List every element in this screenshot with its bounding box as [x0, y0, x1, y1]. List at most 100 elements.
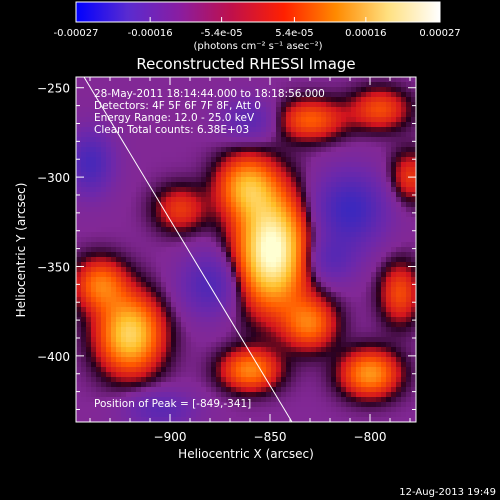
heatmap-cell — [296, 97, 302, 103]
heatmap-cell — [286, 172, 292, 178]
heatmap-cell — [126, 367, 132, 373]
heatmap-cell — [246, 162, 252, 168]
heatmap-cell — [306, 92, 312, 98]
heatmap-cell — [411, 107, 416, 113]
heatmap-cell — [206, 87, 212, 93]
heatmap-cell — [201, 237, 207, 243]
heatmap-cell — [86, 127, 92, 133]
heatmap-cell — [201, 137, 207, 143]
heatmap-cell — [381, 337, 387, 343]
heatmap-cell — [201, 387, 207, 393]
heatmap-cell — [376, 382, 382, 388]
heatmap-cell — [376, 177, 382, 183]
heatmap-cell — [226, 392, 232, 398]
heatmap-cell — [291, 327, 297, 333]
heatmap-cell — [151, 402, 157, 408]
heatmap-cell — [101, 157, 107, 163]
heatmap-cell — [366, 367, 372, 373]
heatmap-cell — [151, 307, 157, 313]
heatmap-cell — [161, 112, 167, 118]
heatmap-cell — [156, 142, 162, 148]
heatmap-cell — [271, 162, 277, 168]
heatmap-cell — [161, 357, 167, 363]
heatmap-cell — [176, 97, 182, 103]
heatmap-cell — [316, 222, 322, 228]
heatmap-cell — [291, 117, 297, 123]
heatmap-cell — [116, 172, 122, 178]
heatmap-cell — [341, 327, 347, 333]
heatmap-cell — [76, 322, 82, 328]
heatmap-cell — [176, 117, 182, 123]
heatmap-cell — [386, 272, 392, 278]
heatmap-cell — [101, 197, 107, 203]
heatmap-cell — [246, 217, 252, 223]
heatmap-cell — [146, 307, 152, 313]
heatmap-cell — [221, 122, 227, 128]
heatmap-cell — [346, 282, 352, 288]
heatmap-cell — [141, 77, 147, 83]
heatmap-cell — [126, 267, 132, 273]
colorbar-tick-label: -0.00027 — [54, 28, 99, 39]
heatmap-cell — [326, 287, 332, 293]
heatmap-cell — [361, 247, 367, 253]
heatmap-cell — [191, 92, 197, 98]
heatmap-cell — [286, 242, 292, 248]
heatmap-cell — [226, 402, 232, 408]
heatmap-cell — [176, 92, 182, 98]
heatmap-cell — [236, 347, 242, 353]
heatmap-cell — [301, 162, 307, 168]
heatmap-cell — [341, 287, 347, 293]
heatmap-cell — [106, 107, 112, 113]
heatmap-cell — [146, 297, 152, 303]
heatmap-cell — [231, 227, 237, 233]
heatmap-cell — [291, 152, 297, 158]
heatmap-cell — [241, 312, 247, 318]
heatmap-cell — [246, 212, 252, 218]
heatmap-cell — [156, 242, 162, 248]
heatmap-cell — [216, 237, 222, 243]
heatmap-cell — [336, 142, 342, 148]
heatmap-cell — [116, 267, 122, 273]
heatmap-cell — [176, 197, 182, 203]
heatmap-cell — [361, 382, 367, 388]
heatmap-cell — [191, 202, 197, 208]
heatmap-cell — [136, 132, 142, 138]
heatmap-cell — [406, 377, 412, 383]
heatmap-cell — [321, 372, 327, 378]
heatmap-cell — [131, 317, 137, 323]
heatmap-cell — [286, 167, 292, 173]
heatmap-cell — [151, 127, 157, 133]
heatmap-cell — [306, 377, 312, 383]
heatmap-cell — [171, 177, 177, 183]
heatmap-cell — [156, 397, 162, 403]
heatmap-cell — [181, 262, 187, 268]
heatmap-cell — [86, 227, 92, 233]
heatmap-cell — [246, 77, 252, 83]
heatmap-cell — [396, 392, 402, 398]
heatmap-cell — [236, 297, 242, 303]
heatmap-cell — [241, 92, 247, 98]
heatmap-cell — [81, 227, 87, 233]
heatmap-cell — [216, 312, 222, 318]
heatmap-cell — [406, 82, 412, 88]
heatmap-cell — [401, 222, 407, 228]
heatmap-cell — [396, 152, 402, 158]
heatmap-cell — [206, 172, 212, 178]
heatmap-cell — [186, 307, 192, 313]
heatmap-cell — [181, 302, 187, 308]
heatmap-cell — [341, 337, 347, 343]
heatmap-cell — [136, 227, 142, 233]
heatmap-cell — [286, 92, 292, 98]
heatmap-cell — [401, 267, 407, 273]
heatmap-cell — [106, 282, 112, 288]
heatmap-cell — [281, 327, 287, 333]
heatmap-cell — [116, 307, 122, 313]
heatmap-cell — [311, 157, 317, 163]
heatmap-cell — [336, 312, 342, 318]
heatmap-cell — [351, 142, 357, 148]
heatmap-cell — [211, 407, 217, 413]
heatmap-cell — [136, 337, 142, 343]
heatmap-cell — [226, 177, 232, 183]
heatmap-cell — [331, 112, 337, 118]
heatmap-cell — [341, 197, 347, 203]
